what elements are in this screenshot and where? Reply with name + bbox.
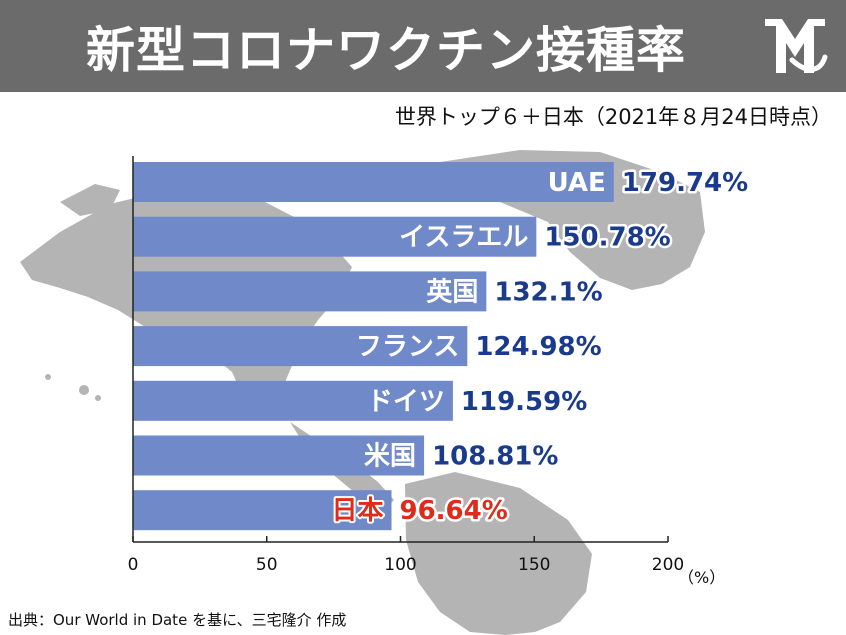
bar-value-label: 119.59%	[461, 387, 587, 417]
publisher-logo-icon	[765, 19, 828, 73]
chart-subtitle: 世界トップ６＋日本（2021年８月24日時点）	[394, 105, 832, 129]
bar-value-label: 124.98%	[475, 332, 601, 362]
x-tick-label: 50	[256, 555, 278, 575]
bar	[133, 271, 487, 312]
x-tick-label: 200	[652, 555, 684, 575]
page-title: 新型コロナワクチン接種率	[86, 21, 687, 79]
bar	[133, 490, 392, 531]
x-tick-label: 0	[128, 555, 139, 575]
bar-category-label: 英国	[426, 277, 478, 307]
bar	[133, 326, 468, 367]
bar	[133, 435, 425, 476]
x-tick-label: 100	[384, 555, 416, 575]
bar-category-label: ドイツ	[367, 387, 445, 417]
title-banner: 新型コロナワクチン接種率	[0, 0, 846, 92]
bar	[133, 162, 614, 202]
x-tick-label: 150	[518, 555, 550, 575]
bar	[133, 216, 537, 257]
bar-value-label: 132.1%	[494, 277, 602, 307]
bar-value-label: 96.64%	[400, 496, 508, 526]
source-note: 出典：Our World in Date を基に、三宅隆介 作成	[8, 611, 347, 629]
bar	[133, 380, 453, 421]
bar-category-label: UAE	[548, 168, 606, 198]
bar-value-label: 150.78%	[544, 223, 670, 253]
bar-category-label: 米国	[364, 442, 416, 472]
x-axis-unit: （%）	[678, 568, 725, 587]
bar-category-label: フランス	[356, 332, 459, 362]
bar-category-label: 日本	[331, 496, 383, 526]
bar-value-label: 108.81%	[432, 442, 558, 472]
bar-category-label: イスラエル	[399, 223, 528, 253]
bar-value-label: 179.74%	[622, 168, 748, 198]
